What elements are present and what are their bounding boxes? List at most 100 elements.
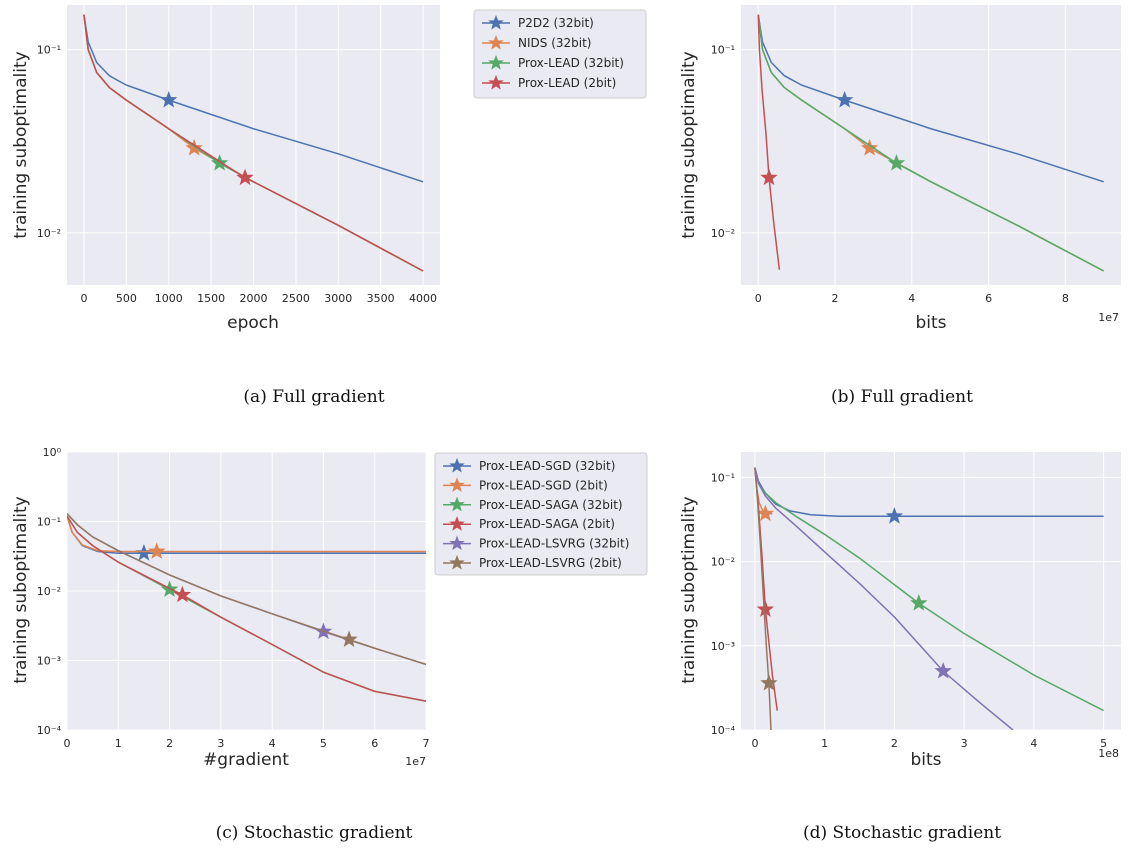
x-tick-label: 1 [821,737,828,750]
x-multiplier-d: 1e8 [1098,747,1119,760]
x-tick-label: 2500 [282,292,310,305]
x-tick-label: 6 [985,292,992,305]
xlabel-c: #gradient [203,750,289,770]
legend-swatch-star [449,535,465,551]
legend-label: Prox-LEAD (32bit) [518,56,624,70]
series-d [754,467,1104,730]
legend-swatch-star [449,457,465,473]
series-line-prox-lead-saga-32bit [754,467,1104,712]
x-tick-label: 0 [64,737,71,750]
legend-label: Prox-LEAD-LSVRG (2bit) [479,556,622,570]
legend-label: Prox-LEAD-LSVRG (32bit) [479,537,629,551]
x-tick-label: 1 [115,737,122,750]
legend-label: Prox-LEAD-SAGA (2bit) [479,517,615,531]
data-point-prox-lead-lsvrg-2bit [760,674,778,691]
ticks-a: 0 500 1000 1500 2000 2500 3000 3500 4000 10⁻¹ 10⁻² [37,44,437,305]
caption-a: (a) Full gradient [243,387,384,407]
data-point-prox-lead-saga-2bit [756,600,775,617]
ylabel-a: training suboptimality [11,51,31,238]
legend-swatch-star [449,496,465,512]
y-tick-label: 10⁻¹ [711,44,735,57]
series-line-p2d2-32bit [757,14,1104,183]
grid-d [741,452,1121,731]
x-tick-label: 1000 [155,292,183,305]
y-tick-label: 10⁻¹ [37,516,61,529]
x-tick-label: 2 [166,737,173,750]
x-tick-label: 2000 [240,292,268,305]
grid-c [66,451,427,731]
data-point-prox-lead-2bit [236,168,254,186]
plot-area-d [741,452,1121,730]
data-point-p2d2-32bit [160,90,178,108]
legend-c-box [434,452,648,576]
x-tick-label: 3 [961,737,968,750]
data-point-nids-32bit [860,138,879,156]
xlabel-a: epoch [227,313,279,333]
x-tick-label: 8 [1062,292,1069,305]
series-b [757,14,1105,272]
data-point-prox-lead-sgd-32bit [885,507,904,524]
panel-b: 0 2 4 6 8 10⁻¹ 10⁻² bits training suboptimalit… [679,5,1121,407]
data-point-prox-lead-32bit [210,154,229,171]
legend-a-items: P2D2 (32bit) NIDS (32bit) Prox-LEAD (32bit… [482,14,624,90]
x-tick-label: 5 [1100,737,1107,750]
data-point-prox-lead-sgd-32bit [135,544,153,561]
x-tick-label: 500 [116,292,137,305]
data-point-prox-lead-saga-32bit [910,594,928,611]
legend-a: P2D2 (32bit) NIDS (32bit) Prox-LEAD (32bit… [473,9,647,99]
xlabel-b: bits [915,313,946,333]
data-point-prox-lead-lsvrg-32bit [934,661,952,679]
x-tick-label: 4 [1030,737,1037,750]
x-multiplier-b: 1e7 [1098,311,1119,324]
x-tick-label: 3 [217,737,224,750]
x-tick-label: 7 [423,737,430,750]
series-line-prox-lead-lsvrg-2bit [67,513,426,666]
data-point-prox-lead-32bit [887,154,906,171]
x-tick-label: 5 [320,737,327,750]
series-line-prox-lead-sgd-2bit [67,515,426,553]
data-point-prox-lead-2bit [760,168,778,186]
caption-d: (d) Stochastic gradient [803,823,1001,843]
data-point-prox-lead-lsvrg-2bit [340,630,358,647]
x-tick-label: 6 [371,737,378,750]
legend-swatch-star [449,477,465,492]
data-point-prox-lead-sgd-2bit [148,542,166,559]
x-tick-label: 1500 [197,292,225,305]
series-line-prox-lead-saga-2bit [67,515,426,702]
legend-swatch-star [449,554,465,570]
legend-label: Prox-LEAD-SGD (32bit) [479,459,615,473]
legend-swatch-star [488,74,504,90]
legend-swatch-star [488,34,504,50]
y-tick-label: 10⁻² [711,227,735,240]
legend-swatch-star [449,516,465,531]
y-tick-label: 10⁰ [43,446,62,459]
data-point-prox-lead-saga-2bit [173,585,192,603]
x-tick-label: 3000 [324,292,352,305]
legend-label: Prox-LEAD-SGD (2bit) [479,478,608,492]
x-tick-label: 2 [832,292,839,305]
y-tick-label: 10⁻² [37,227,61,240]
legend-swatch-star [488,54,504,70]
x-tick-label: 0 [80,292,87,305]
series-a [83,14,424,272]
x-tick-label: 4 [908,292,915,305]
legend-swatch-star [488,14,504,30]
x-tick-label: 0 [751,737,758,750]
series-c [67,513,426,702]
ylabel-b: training suboptimality [679,51,699,238]
caption-c: (c) Stochastic gradient [216,823,413,843]
y-tick-label: 10⁻¹ [711,471,735,484]
grid-b [741,5,1121,285]
y-tick-label: 10⁻³ [711,640,735,653]
panel-c: 0 1 2 3 4 5 6 7 10⁰ 10⁻¹ 10⁻² 10⁻³ 10⁻⁴ #gradient tr… [11,446,430,843]
caption-b: (b) Full gradient [831,387,973,407]
x-tick-label: 4 [269,737,276,750]
xlabel-d: bits [910,750,941,770]
series-line-p2d2-32bit [83,14,424,183]
data-point-p2d2-32bit [835,90,854,108]
y-tick-label: 10⁻³ [37,655,61,668]
panel-a: 0 500 1000 1500 2000 2500 3000 3500 4000 10⁻¹ 10⁻²… [11,5,440,407]
ticks-c: 0 1 2 3 4 5 6 7 10⁰ 10⁻¹ 10⁻² 10⁻³ 10⁻⁴ [37,446,430,750]
y-tick-label: 10⁻² [711,556,735,569]
